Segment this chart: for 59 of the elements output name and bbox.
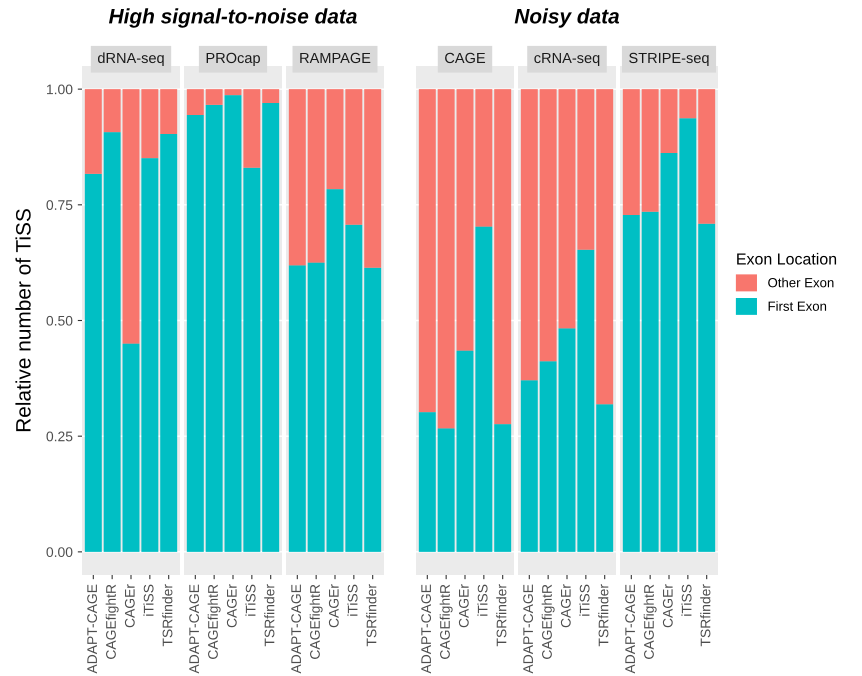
x-tick-label: ADAPT-CAGE: [523, 584, 534, 674]
x-tick-label: CAGEr: [560, 584, 571, 628]
text: Noisy data: [514, 8, 620, 28]
x-tick-label: CAGEr: [328, 584, 339, 628]
y-tick-label: 0.75: [46, 200, 72, 210]
y-tick-label: 1.00: [47, 84, 72, 94]
y-tick-label: 0.25: [46, 432, 72, 442]
x-tick-label: iTiSS: [245, 584, 256, 616]
chart-title: RAMPAGE: [300, 52, 370, 64]
chart-title: PROcap: [206, 52, 260, 66]
y-axis-title: Relative number of TiSS: [15, 209, 31, 432]
y-tick-label: 0.50: [46, 316, 72, 326]
chart-title: cRNA-seq: [534, 52, 600, 66]
x-tick-label: iTiSS: [477, 584, 488, 616]
x-tick-label: TSRfinder: [366, 584, 376, 646]
x-tick-label: iTiSS: [681, 584, 692, 616]
legend-title: Exon Location: [737, 252, 836, 265]
x-tick-label: iTiSS: [143, 584, 154, 616]
x-tick-label: ADAPT-CAGE: [625, 584, 636, 674]
bar: [558, 328, 576, 552]
x-tick-label: TSRfinder: [598, 584, 608, 646]
x-tick-label: CAGEfightR: [542, 584, 555, 659]
x-tick-label: CAGEfightR: [644, 584, 657, 659]
bar: [122, 89, 140, 344]
x-tick-label: CAGEfightR: [310, 584, 323, 659]
x-tick-label: CAGEfightR: [106, 584, 119, 659]
bar: [456, 350, 474, 552]
bar: [224, 95, 242, 552]
bar: [326, 189, 344, 552]
chart-title: dRNA-seq: [98, 52, 164, 66]
x-tick-label: TSRfinder: [700, 584, 710, 646]
x-tick-label: TSRfinder: [162, 584, 172, 646]
x-tick-label: ADAPT-CAGE: [291, 584, 302, 674]
x-tick-label: CAGEr: [124, 584, 135, 628]
x-tick-label: ADAPT-CAGE: [421, 584, 432, 674]
x-tick-label: ADAPT-CAGE: [189, 584, 200, 674]
x-tick-label: iTiSS: [347, 584, 358, 616]
chart-title: STRIPE-seq: [629, 52, 709, 66]
bar: [224, 89, 242, 96]
bar: [456, 89, 474, 351]
bar: [326, 89, 344, 190]
legend-label: Other Exon: [768, 278, 834, 288]
x-tick-label: iTiSS: [579, 584, 590, 616]
x-tick-label: CAGEfightR: [440, 584, 453, 659]
x-tick-label: ADAPT-CAGE: [87, 584, 98, 674]
text: High signal-to-noise data: [108, 8, 357, 28]
bar: [660, 152, 678, 552]
x-tick-label: CAGEr: [458, 584, 469, 628]
x-tick-label: TSRfinder: [264, 584, 274, 646]
bar: [660, 89, 678, 153]
chart-title: CAGE: [445, 52, 486, 64]
x-tick-label: CAGEr: [226, 584, 237, 628]
x-tick-label: TSRfinder: [496, 584, 506, 646]
bar: [558, 89, 576, 328]
legend-label: First Exon: [768, 301, 826, 311]
bar: [122, 344, 140, 552]
y-tick-label: 0.00: [46, 547, 72, 558]
x-tick-label: CAGEr: [662, 584, 673, 628]
x-tick-label: CAGEfightR: [208, 584, 221, 659]
